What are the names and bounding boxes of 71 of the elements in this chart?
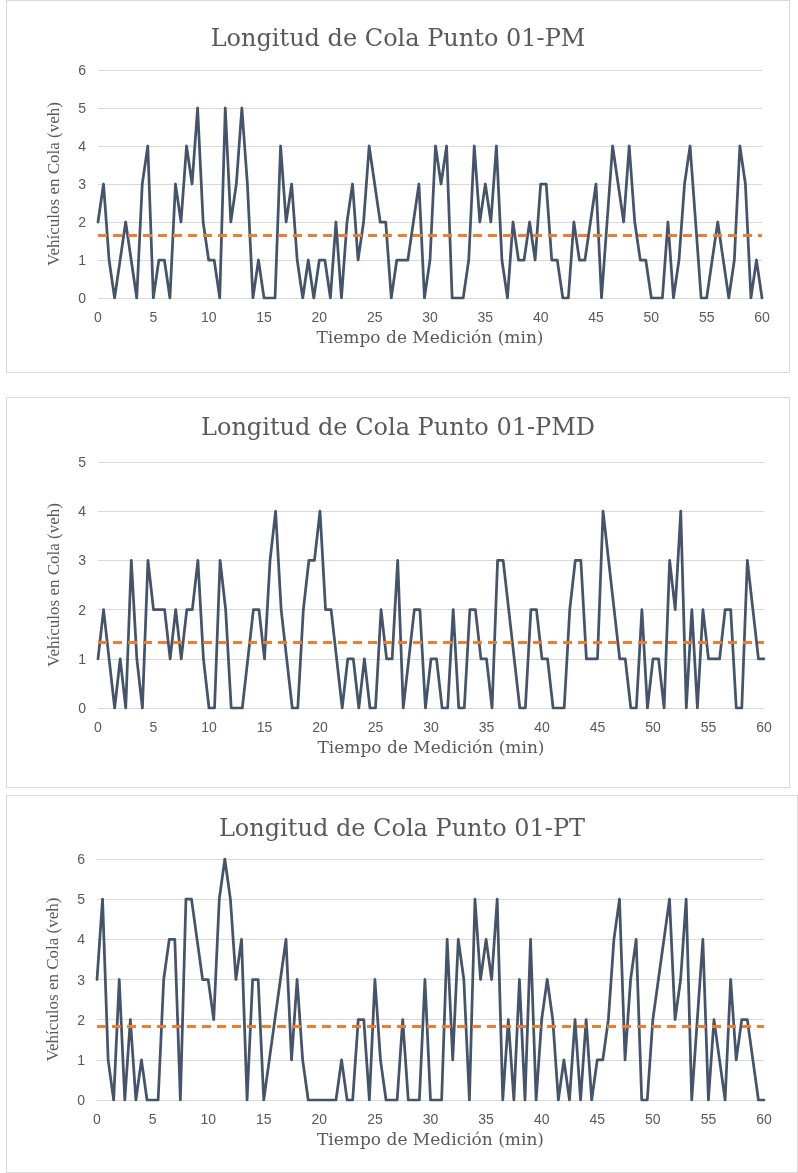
x-tick-label: 55 (698, 309, 715, 325)
x-tick-label: 10 (200, 309, 217, 325)
y-tick-label: 6 (78, 62, 87, 78)
y-axis-title: Vehículos en Cola (veh) (44, 503, 63, 667)
x-tick-label: 15 (256, 719, 273, 735)
y-tick-label: 2 (78, 601, 87, 618)
x-tick-label: 35 (478, 1111, 495, 1127)
y-tick-label: 4 (77, 931, 86, 948)
x-tick-label: 60 (754, 309, 770, 325)
line-series (96, 509, 766, 710)
x-tick-label: 60 (756, 1111, 772, 1127)
y-tick-label: 0 (78, 290, 87, 306)
x-tick-label: 35 (478, 719, 495, 735)
line-series (96, 106, 764, 300)
y-tick-label: 1 (78, 650, 87, 667)
x-tick-label: 5 (148, 1111, 157, 1127)
x-axis-title: Tiempo de Medición (min) (316, 327, 544, 348)
x-tick-label: 20 (312, 719, 328, 735)
x-axis-title: Tiempo de Medición (min) (317, 1129, 544, 1150)
y-tick-label: 1 (77, 1051, 86, 1068)
x-tick-label: 45 (589, 1111, 606, 1127)
x-tick-label: 15 (255, 1111, 272, 1127)
x-tick-label: 0 (94, 309, 103, 325)
x-tick-label: 45 (589, 719, 606, 735)
x-tick-label: 30 (422, 1111, 439, 1127)
x-tick-label: 40 (532, 309, 549, 325)
y-tick-label: 5 (77, 891, 86, 908)
line-series (95, 857, 766, 1102)
y-tick-label: 6 (77, 851, 86, 867)
x-tick-label: 10 (201, 719, 217, 735)
x-tick-label: 20 (311, 1111, 328, 1127)
x-tick-label: 0 (93, 1111, 102, 1127)
x-tick-label: 60 (756, 719, 772, 735)
y-tick-label: 1 (78, 252, 87, 268)
y-tick-label: 2 (78, 214, 87, 230)
x-tick-label: 5 (149, 309, 158, 325)
chart-title: Longitud de Cola Punto 01-PT (218, 814, 586, 842)
x-tick-label: 30 (422, 309, 438, 325)
y-tick-label: 4 (78, 503, 87, 520)
y-tick-label: 5 (78, 100, 87, 116)
x-tick-label: 50 (643, 309, 660, 325)
x-tick-label: 55 (700, 719, 717, 735)
y-axis-title: Vehículos en Cola (veh) (43, 897, 62, 1062)
x-tick-label: 5 (149, 719, 158, 735)
y-tick-label: 4 (78, 138, 87, 154)
y-tick-label: 5 (78, 454, 87, 470)
chart-title: Longitud de Cola Punto 01-PMD (201, 413, 595, 441)
x-tick-label: 10 (200, 1111, 217, 1127)
x-tick-label: 25 (366, 309, 383, 325)
y-tick-label: 3 (78, 552, 87, 569)
chart-title: Longitud de Cola Punto 01-PM (210, 24, 586, 52)
y-axis-title: Vehículos en Cola (veh) (44, 102, 63, 266)
x-tick-label: 35 (477, 309, 494, 325)
x-tick-label: 55 (700, 1111, 717, 1127)
x-tick-label: 20 (311, 309, 328, 325)
x-tick-label: 45 (588, 309, 604, 325)
y-tick-label: 0 (77, 1092, 86, 1108)
x-tick-label: 15 (256, 309, 272, 325)
x-axis-title: Tiempo de Medición (min) (317, 737, 545, 758)
x-tick-label: 25 (367, 719, 384, 735)
x-tick-label: 50 (645, 719, 661, 735)
x-tick-label: 50 (645, 1111, 661, 1127)
x-tick-label: 40 (534, 719, 550, 735)
x-tick-label: 0 (94, 719, 103, 735)
x-tick-label: 30 (423, 719, 439, 735)
y-tick-label: 3 (77, 971, 86, 988)
y-tick-label: 0 (78, 700, 87, 716)
y-tick-label: 3 (78, 176, 87, 192)
x-tick-label: 25 (367, 1111, 383, 1127)
x-tick-label: 40 (533, 1111, 550, 1127)
y-tick-label: 2 (77, 1011, 86, 1028)
